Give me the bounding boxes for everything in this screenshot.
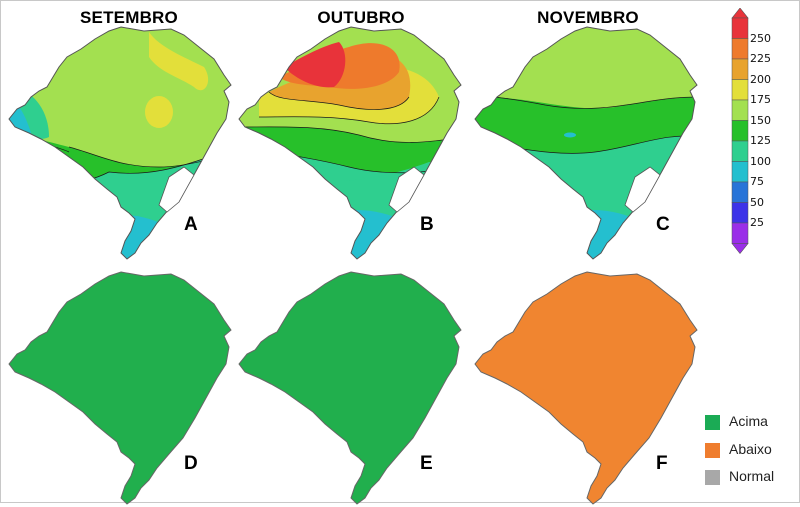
- gray-square-icon: [705, 470, 720, 485]
- colorbar-segment: [731, 140, 749, 162]
- colorbar-segment: [731, 38, 749, 60]
- precipitation-colorbar: [731, 8, 749, 254]
- legend-label-normal: Normal: [729, 468, 775, 484]
- panel-label-b: B: [420, 214, 434, 235]
- colorbar-top-arrow: [731, 8, 749, 19]
- colorbar-tick-label: 225: [750, 52, 771, 65]
- colorbar-segment: [731, 120, 749, 142]
- colorbar-tick-label: 50: [750, 195, 764, 209]
- legend-label-abaixo: Abaixo: [729, 441, 772, 457]
- colorbar-tick-label: 250: [750, 31, 771, 45]
- legend-label-acima: Acima: [729, 413, 768, 429]
- colorbar-tick-label: 200: [750, 72, 771, 86]
- colorbar-tick-label: 100: [750, 154, 771, 168]
- colorbar-bottom-arrow: [731, 243, 749, 254]
- colorbar-segment: [731, 161, 749, 183]
- colorbar-tick-label: 75: [750, 175, 764, 188]
- colorbar-tick-label: 25: [750, 216, 764, 229]
- colorbar-segment: [731, 58, 749, 80]
- title-setembro: SETEMBRO: [80, 8, 178, 27]
- colorbar-tick-label: 175: [750, 93, 771, 106]
- panel-label-c: C: [656, 214, 670, 235]
- anomaly-map-setembro: [8, 271, 232, 505]
- colorbar-segment: [731, 17, 749, 39]
- colorbar-segment: [731, 181, 749, 203]
- panel-label-e: E: [420, 453, 433, 474]
- title-novembro: NOVEMBRO: [537, 8, 639, 27]
- panel-label-d: D: [184, 453, 198, 474]
- green-square-icon: [705, 415, 720, 430]
- rainfall-map-setembro: [8, 26, 232, 260]
- orange-square-icon: [705, 443, 720, 458]
- panel-label-f: F: [656, 453, 668, 474]
- colorbar-segment: [731, 79, 749, 101]
- colorbar-segment: [731, 222, 749, 244]
- panel-label-a: A: [184, 214, 198, 235]
- colorbar-segment: [731, 99, 749, 121]
- colorbar-tick-label: 125: [750, 134, 771, 147]
- rainfall-map-outubro: [238, 26, 462, 260]
- rainfall-map-novembro: [474, 26, 698, 260]
- title-outubro: OUTUBRO: [317, 8, 405, 27]
- colorbar-tick-label: 150: [750, 113, 771, 127]
- colorbar-segment: [731, 202, 749, 224]
